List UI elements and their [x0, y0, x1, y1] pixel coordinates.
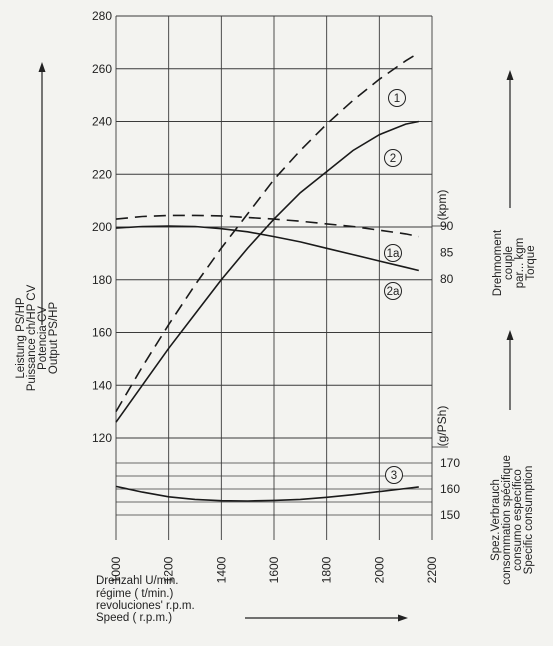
curve-2 [115, 120, 419, 423]
x-tick-label: 1600 [267, 556, 281, 583]
curve-1 [115, 52, 420, 413]
curve-labels: 1 2 1a 2a 3 [384, 89, 406, 484]
axis-title-line: Leistung PS/HP [15, 297, 27, 379]
speed-title-line: Drehzahl U/min. [96, 575, 178, 587]
axis-title-line: Drehmoment [492, 229, 504, 296]
axis-title-line: Output PS/HP [48, 302, 60, 375]
power-tick-label: 260 [92, 62, 112, 76]
axis-title-line: Potencia CV [37, 306, 49, 370]
power-tick-label: 240 [92, 115, 112, 129]
power-grid [116, 15, 432, 439]
consumption-axis-title-lines: Spez.Verbrauch consommation spécifique con… [490, 455, 535, 585]
x-tick-label: 1200 [162, 556, 176, 583]
curve-label: 2 [390, 153, 396, 165]
power-tick-labels: 120 140 160 180 200 220 240 260 280 [92, 9, 112, 445]
speed-axis-title-lines: Drehzahl U/min.régime ( t/min.)revolucio… [96, 575, 195, 624]
torque-axis-title-lines: Drehmoment couple par... kgm Torque [492, 229, 537, 296]
curve-label-circle [385, 466, 403, 484]
torque-tick-label: 90 [440, 219, 454, 233]
consumption-unit-label: (g/PSh) [435, 406, 449, 447]
curve-1a [115, 214, 419, 238]
consumption-tick-labels: 170 160 150 [440, 456, 460, 522]
axis-title-line: par... kgm [514, 238, 526, 289]
x-tick-label: 1400 [214, 556, 228, 583]
curve-label-circle [388, 89, 406, 107]
axis-title-line: consumo específico [512, 469, 524, 571]
x-tick-labels: 1000 1200 1400 1600 1800 2000 2200 [109, 556, 439, 583]
curve-label: 3 [391, 470, 397, 482]
curve-label: 1 [394, 93, 400, 105]
grid [115, 15, 433, 540]
curve-label-circle [384, 244, 402, 262]
speed-axis-title: Drehzahl U/min.régime ( t/min.)revolucio… [96, 575, 408, 624]
vertical-grid [115, 16, 433, 540]
consumption-tick-label: 150 [440, 508, 460, 522]
power-arrow-head [38, 62, 46, 72]
curve-3 [115, 485, 419, 502]
curve-label-circle [384, 149, 402, 167]
torque-arrow-head [506, 70, 514, 80]
power-tick-label: 220 [92, 167, 112, 181]
speed-title-line: revoluciones' r.p.m. [96, 600, 195, 612]
x-tick-label: 1000 [109, 556, 123, 583]
axis-title-line: Spez.Verbrauch [490, 479, 502, 561]
consumption-tick-label: 160 [440, 482, 460, 496]
torque-tick-label: 85 [440, 246, 454, 260]
curve-label: 2a [387, 286, 400, 298]
axis-title-line: Puissance ch/HP CV [26, 284, 38, 391]
power-tick-label: 140 [92, 378, 112, 392]
torque-axis-title: Drehmoment couple par... kgm Torque [492, 70, 537, 296]
power-tick-label: 180 [92, 273, 112, 287]
speed-title-line: régime ( t/min.) [96, 588, 173, 600]
speed-title-line: Speed ( r.p.m.) [96, 612, 172, 624]
curve-label-circle [384, 282, 402, 300]
power-tick-label: 160 [92, 326, 112, 340]
x-tick-label: 2000 [372, 556, 386, 583]
consumption-grid [116, 462, 432, 516]
power-axis-title-lines: Leistung PS/HP Puissance ch/HP CV Potencia… [15, 284, 60, 391]
curve-2a [115, 225, 419, 272]
speed-arrow-head [398, 614, 408, 622]
power-tick-label: 200 [92, 220, 112, 234]
axis-title-line: consommation spécifique [501, 455, 513, 585]
power-axis-title: Leistung PS/HP Puissance ch/HP CV Potencia… [15, 62, 60, 391]
consumption-arrow-head [506, 330, 514, 340]
axis-title-line: Torque [525, 245, 537, 280]
consumption-tick-label: 170 [440, 456, 460, 470]
axis-title-line: Specific consumption [523, 466, 535, 575]
x-tick-label: 2200 [425, 556, 439, 583]
curve-label: 1a [387, 248, 400, 260]
power-tick-label: 120 [92, 431, 112, 445]
torque-tick-labels: 90 85 80 [440, 219, 454, 286]
curves [115, 52, 420, 502]
axis-title-line: couple [503, 246, 515, 280]
x-tick-label: 1800 [320, 556, 334, 583]
torque-unit-label: (kpm) [435, 190, 449, 221]
consumption-axis-title: Spez.Verbrauch consommation spécifique con… [490, 330, 535, 585]
power-tick-label: 280 [92, 9, 112, 23]
torque-tick-label: 80 [440, 272, 454, 286]
